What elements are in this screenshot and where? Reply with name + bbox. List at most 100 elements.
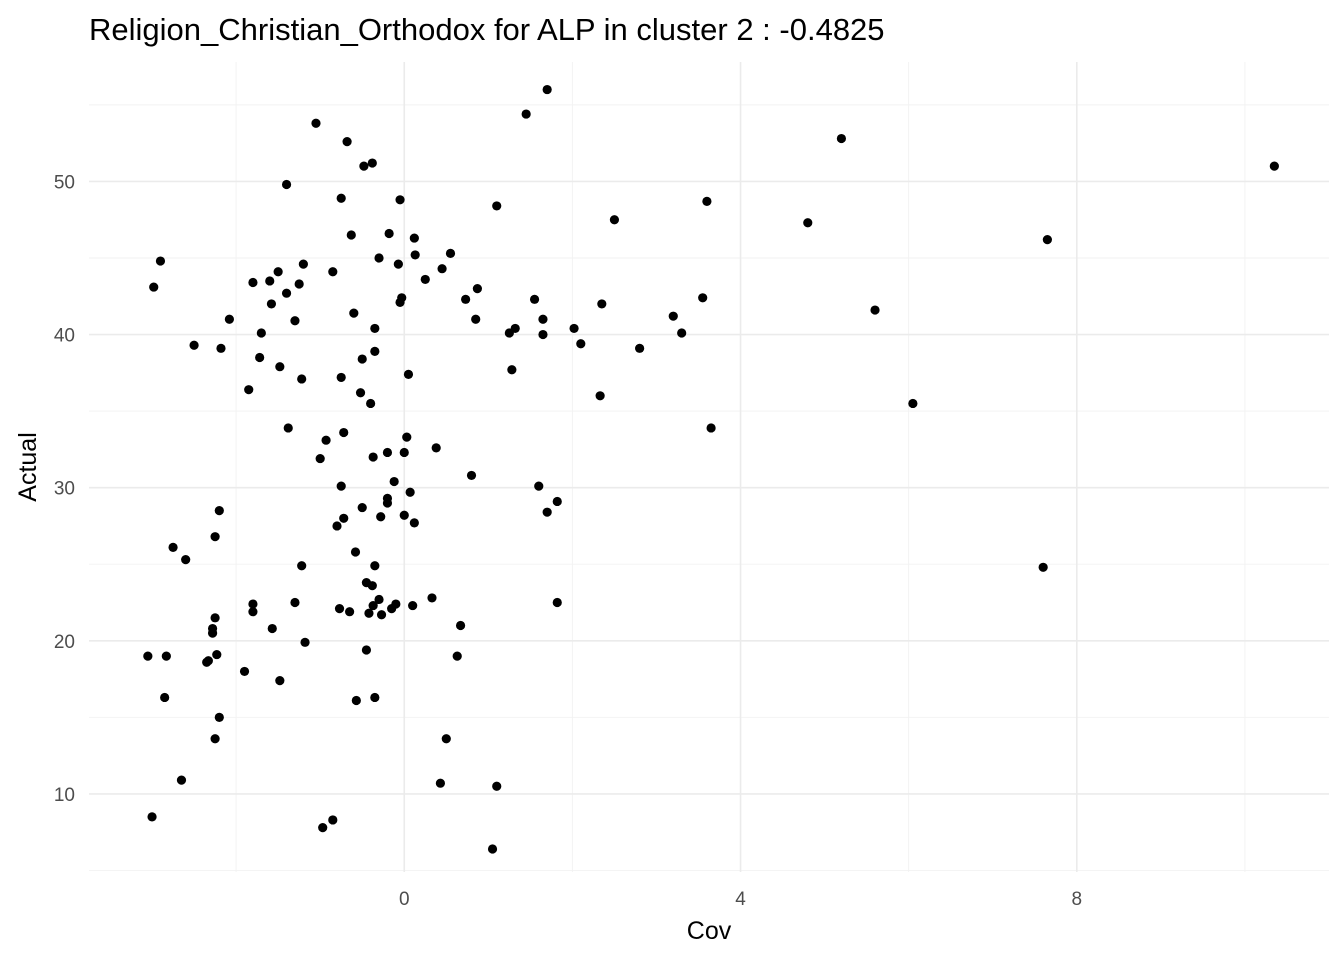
scatter-point: [321, 435, 331, 445]
scatter-point: [1269, 161, 1279, 171]
scatter-point: [521, 109, 531, 119]
scatter-point: [275, 676, 285, 686]
scatter-point: [397, 293, 407, 303]
scatter-point: [336, 481, 346, 491]
scatter-point: [399, 510, 409, 520]
scatter-point: [538, 314, 548, 324]
scatter-point: [399, 447, 409, 458]
scatter-point: [382, 498, 393, 508]
scatter-point: [668, 311, 678, 321]
scatter-point: [370, 561, 380, 571]
scatter-point: [403, 369, 414, 379]
scatter-point: [318, 822, 328, 833]
scatter-point: [248, 607, 258, 617]
scatter-point: [334, 604, 345, 614]
scatter-point: [290, 316, 300, 326]
scatter-point: [216, 343, 226, 353]
scatter-point: [405, 487, 415, 497]
scatter-point: [376, 512, 386, 522]
scatter-point: [294, 279, 304, 289]
scatter-point: [147, 812, 157, 822]
scatter-point: [361, 645, 372, 655]
scatter-point: [368, 452, 378, 462]
scatter-point: [248, 599, 258, 609]
scatter-point: [346, 230, 356, 240]
scatter-point: [265, 276, 275, 286]
scatter-point: [702, 196, 712, 206]
y-axis-tick-labels: 10 20 30 40 50: [54, 172, 75, 805]
data-points: [143, 84, 1279, 854]
scatter-point: [507, 365, 517, 375]
scatter-point: [384, 228, 394, 239]
scatter-point: [1038, 562, 1048, 572]
scatter-point: [224, 314, 234, 324]
scatter-point: [370, 323, 380, 334]
scatter-point: [267, 623, 277, 634]
scatter-point: [552, 496, 562, 507]
scatter-point: [351, 695, 361, 706]
scatter-point: [395, 195, 405, 205]
scatter-point: [339, 427, 349, 438]
scatter-point: [370, 346, 380, 356]
scatter-point: [431, 443, 441, 453]
scatter-point: [455, 620, 466, 631]
major-gridlines: [89, 62, 1329, 872]
scatter-point: [297, 374, 307, 384]
scatter-point: [635, 343, 645, 353]
scatter-point: [248, 277, 258, 288]
scatter-point: [350, 547, 361, 557]
scatter-point: [290, 597, 300, 608]
scatter-point: [239, 666, 250, 677]
scatter-point: [597, 299, 607, 309]
scatter-point: [609, 215, 620, 225]
scatter-point: [214, 506, 224, 516]
scatter-point: [273, 267, 283, 277]
scatter-point: [212, 649, 222, 660]
scatter-point: [349, 308, 359, 318]
scatter-point: [168, 542, 178, 552]
scatter-point: [366, 398, 376, 409]
scatter-point: [437, 264, 447, 274]
scatter-point: [297, 561, 307, 571]
scatter-point: [207, 628, 218, 638]
scatter-point: [376, 610, 387, 620]
scatter-point: [409, 233, 419, 243]
scatter-point: [1042, 235, 1052, 245]
scatter-point: [210, 532, 220, 542]
scatter-point: [367, 158, 377, 168]
scatter-point: [534, 481, 544, 491]
scatter-point: [298, 259, 308, 269]
scatter-point: [143, 651, 153, 661]
scatter-point: [256, 328, 266, 338]
scatter-point: [368, 600, 378, 611]
scatter-point: [149, 282, 159, 292]
scatter-point: [342, 137, 352, 147]
scatter-point: [339, 513, 349, 523]
scatter-point: [374, 253, 384, 263]
scatter-point: [181, 555, 191, 565]
scatter-point: [908, 398, 918, 409]
y-tick-label: 40: [54, 326, 75, 347]
scatter-point: [435, 778, 446, 788]
scatter-point: [542, 507, 552, 517]
scatter-point: [357, 502, 367, 513]
y-tick-label: 10: [54, 785, 75, 806]
scatter-point: [281, 288, 292, 298]
scatter-point: [393, 259, 403, 269]
scatter-point: [487, 844, 498, 854]
scatter-point: [160, 692, 170, 703]
scatter-point: [364, 608, 374, 618]
scatter-point: [402, 432, 412, 442]
y-axis-title: Actual: [14, 432, 42, 501]
chart-title: Religion_Christian_Orthodox for ALP in c…: [89, 12, 885, 47]
scatter-point: [311, 118, 321, 128]
scatter-point: [315, 453, 325, 464]
scatter-point: [510, 323, 520, 334]
scatter-point: [836, 133, 847, 144]
scatter-point: [214, 712, 224, 722]
scatter-point: [803, 218, 813, 228]
y-tick-label: 50: [54, 172, 75, 193]
x-axis-tick-labels: 0 4 8: [399, 889, 1082, 910]
scatter-point: [161, 651, 171, 661]
